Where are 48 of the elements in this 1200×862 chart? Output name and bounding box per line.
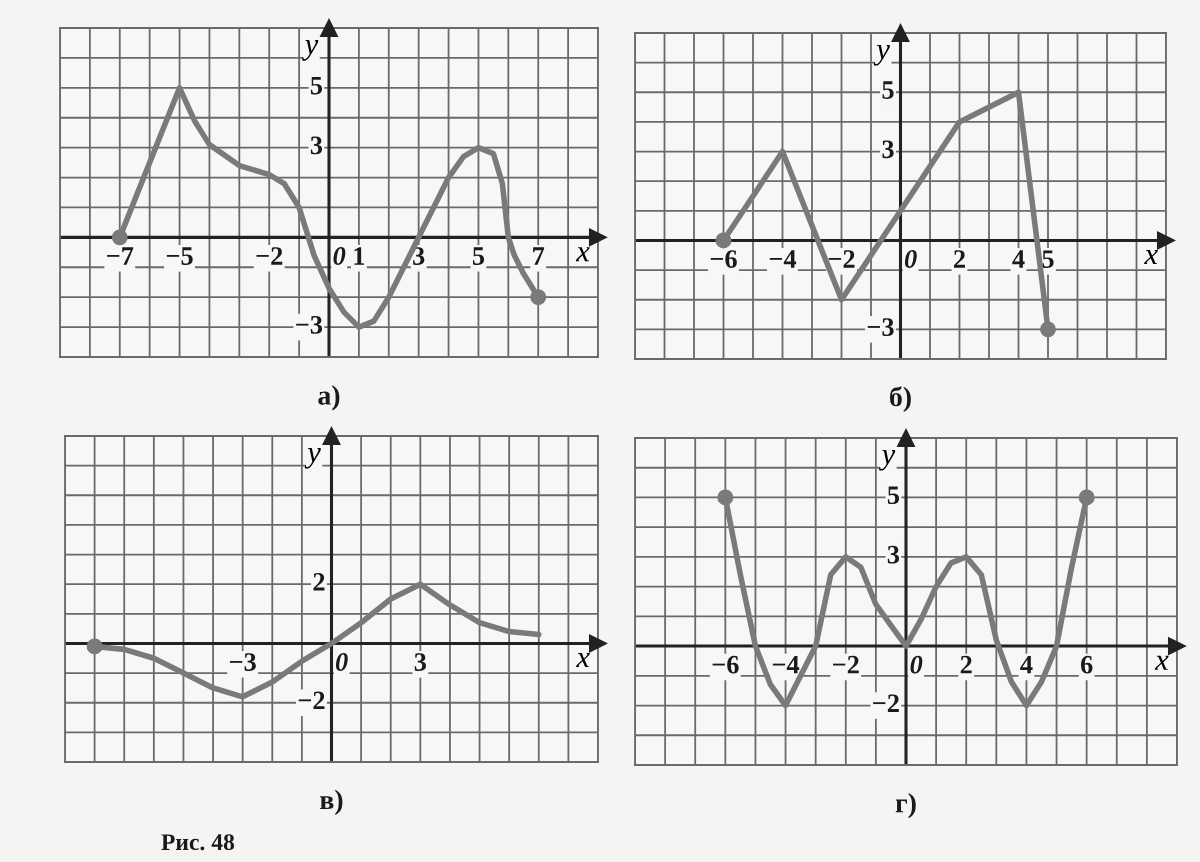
x-tick-label: −4 [769, 250, 797, 268]
text: в) [320, 789, 343, 815]
x-tick-label: −2 [833, 655, 859, 674]
y-tick-label: −2 [873, 694, 899, 712]
text: г) [895, 792, 916, 819]
x-tick-label: 2 [960, 655, 972, 674]
y-tick-label: 2 [313, 573, 325, 591]
text: Рис. 48 [161, 834, 235, 851]
x-tick-label: 5 [472, 247, 485, 265]
x-tick-label: −5 [166, 247, 193, 265]
x-tick-label: 1 [354, 247, 365, 265]
text: а) [318, 385, 340, 411]
x-axis-title: x [1154, 655, 1169, 670]
x-tick-label: 3 [414, 653, 427, 671]
x-axis-title: x [1144, 250, 1158, 265]
y-tick-label: 5 [310, 76, 323, 95]
x-tick-label: 6 [1080, 655, 1093, 674]
y-tick-label: −3 [867, 318, 894, 336]
y-tick-label: 3 [310, 136, 323, 155]
x-tick-label: 7 [533, 247, 545, 265]
y-tick-label: 3 [887, 545, 900, 564]
y-axis-title: y [879, 449, 896, 471]
y-tick-label: 5 [887, 486, 900, 505]
x-tick-label: −4 [772, 655, 800, 674]
y-tick-label: 5 [882, 81, 894, 99]
x-tick-label: 0 [333, 247, 346, 265]
y-tick-label: 3 [882, 140, 894, 159]
y-axis-title: y [873, 44, 890, 66]
x-tick-label: 2 [954, 250, 965, 268]
x-tick-label: −2 [256, 247, 283, 265]
y-tick-label: −3 [296, 315, 323, 334]
x-axis-title: x [575, 247, 590, 262]
x-tick-label: −7 [107, 247, 134, 265]
x-tick-label: 0 [910, 655, 923, 674]
y-axis-title: y [302, 40, 319, 61]
x-tick-label: 4 [1012, 250, 1025, 268]
text: б) [890, 386, 911, 412]
x-tick-label: 4 [1020, 655, 1033, 674]
x-tick-label: −6 [710, 250, 737, 268]
x-tick-label: 0 [335, 653, 348, 671]
x-tick-label: 5 [1042, 250, 1054, 268]
y-tick-label: −2 [298, 691, 325, 710]
x-tick-label: −3 [229, 653, 256, 671]
x-tick-label: 0 [904, 250, 917, 268]
x-axis-title: x [576, 653, 590, 668]
x-tick-label: −2 [828, 250, 855, 268]
x-tick-label: −6 [712, 655, 739, 674]
y-axis-title: y [304, 447, 321, 469]
